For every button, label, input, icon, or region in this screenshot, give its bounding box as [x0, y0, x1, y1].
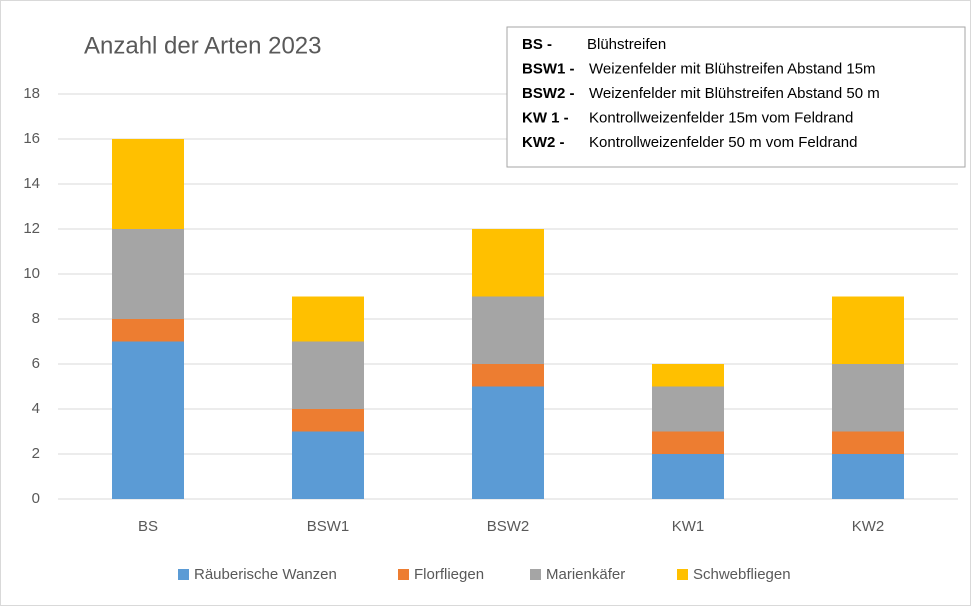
y-tick-label: 8 [32, 310, 40, 327]
y-tick-label: 12 [23, 220, 40, 237]
bar-segment [832, 431, 904, 454]
legend-swatch [530, 569, 541, 580]
y-tick-label: 2 [32, 445, 40, 462]
bar-segment [652, 431, 724, 454]
bar-segment [832, 364, 904, 432]
chart-title: Anzahl der Arten 2023 [84, 32, 322, 59]
annotation-text: Kontrollweizenfelder 15m vom Feldrand [589, 109, 853, 126]
y-tick-label: 6 [32, 355, 40, 372]
annotation-text: Kontrollweizenfelder 50 m vom Feldrand [589, 134, 857, 151]
bar-segment [292, 341, 364, 409]
bar-segment [112, 229, 184, 319]
bar-segment [472, 364, 544, 387]
annotation-text: Weizenfelder mit Blühstreifen Abstand 15… [589, 60, 876, 77]
x-tick-label: KW1 [672, 518, 705, 535]
x-tick-label: KW2 [852, 518, 885, 535]
bar-segment [112, 341, 184, 499]
bar-segment [832, 296, 904, 364]
legend-swatch [677, 569, 688, 580]
legend-label: Schwebfliegen [693, 566, 791, 583]
x-tick-label: BS [138, 518, 158, 535]
bar-segment [112, 139, 184, 229]
bar-segment [652, 454, 724, 499]
annotation-abbr: BSW2 - [522, 85, 575, 102]
legend-label: Räuberische Wanzen [194, 566, 337, 583]
bar-segment [472, 386, 544, 499]
bar-segment [292, 431, 364, 499]
bar-segment [832, 454, 904, 499]
bar-segment [652, 386, 724, 432]
bar-segment [652, 364, 724, 387]
annotation-abbr: KW 1 - [522, 109, 569, 126]
bar-segment [292, 409, 364, 432]
legend-label: Marienkäfer [546, 566, 625, 583]
annotation-abbr: BS - [522, 36, 552, 53]
annotation-abbr: KW2 - [522, 134, 565, 151]
x-tick-label: BSW2 [487, 518, 530, 535]
bar-segment [292, 296, 364, 342]
annotation-text: Blühstreifen [587, 36, 666, 53]
legend-swatch [178, 569, 189, 580]
legend-swatch [398, 569, 409, 580]
y-tick-label: 10 [23, 265, 40, 282]
annotation-text: Weizenfelder mit Blühstreifen Abstand 50… [589, 85, 880, 102]
y-tick-label: 14 [23, 175, 40, 192]
x-tick-label: BSW1 [307, 518, 350, 535]
annotation-box [506, 26, 966, 168]
y-tick-label: 4 [32, 400, 40, 417]
bar-segment [112, 319, 184, 342]
bar-segment [472, 229, 544, 297]
annotation-abbr: BSW1 - [522, 60, 575, 77]
y-tick-label: 16 [23, 130, 40, 147]
legend-label: Florfliegen [414, 566, 484, 583]
y-tick-label: 0 [32, 490, 40, 507]
bar-segment [472, 296, 544, 364]
y-tick-label: 18 [23, 85, 40, 102]
